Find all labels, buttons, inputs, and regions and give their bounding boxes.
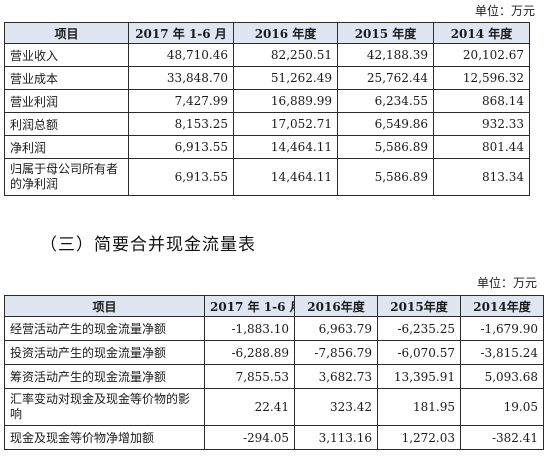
column-header-item: 项目 <box>4 295 205 317</box>
cell-value: 1,272.03 <box>377 425 461 450</box>
cell-value: 8,153.25 <box>128 112 234 136</box>
cell-value: 7,855.53 <box>204 364 295 389</box>
table-header-row: 项目 2017 年 1-6 月 2016 年度 2015 年度 2014 年度 <box>4 22 530 44</box>
table-row: 净利润 6,913.55 14,464.11 5,586.89 801.44 <box>4 135 530 159</box>
cell-value: 16,889.99 <box>233 89 338 113</box>
column-header-2017h1: 2017 年 1-6 月 <box>204 295 295 317</box>
table-row: 筹资活动产生的现金流量净额 7,855.53 3,682.73 13,395.9… <box>4 364 544 389</box>
cash-flow-table: 项目 2017 年 1-6 月 2016年度 2015年度 2014年度 经营活… <box>4 295 544 450</box>
row-label: 营业利润 <box>4 89 129 113</box>
cell-value: 5,586.89 <box>337 135 434 159</box>
cell-value: 20,102.67 <box>433 43 530 67</box>
cell-value: 14,464.11 <box>233 135 338 159</box>
cell-value: 7,427.99 <box>128 89 234 113</box>
cell-value: 19.05 <box>460 388 544 426</box>
cell-value: -382.41 <box>460 425 544 450</box>
cell-value: 6,913.55 <box>128 135 234 159</box>
cell-value: -1,883.10 <box>204 316 295 341</box>
cell-value: 13,395.91 <box>377 364 461 389</box>
cell-value: 323.42 <box>294 388 378 426</box>
row-label: 归属于母公司所有者的净利润 <box>4 158 129 196</box>
table-row: 营业利润 7,427.99 16,889.99 6,234.55 868.14 <box>4 89 530 113</box>
table-row: 归属于母公司所有者的净利润 6,913.55 14,464.11 5,586.8… <box>4 158 530 196</box>
table-row: 营业收入 48,710.46 82,250.51 42,188.39 20,10… <box>4 43 530 67</box>
row-label: 筹资活动产生的现金流量净额 <box>4 364 205 389</box>
cell-value: 33,848.70 <box>128 66 234 90</box>
cell-value: 3,113.16 <box>294 425 378 450</box>
cell-value: 14,464.11 <box>233 158 338 196</box>
cell-value: 25,762.44 <box>337 66 434 90</box>
row-label: 营业收入 <box>4 43 129 67</box>
table-row: 现金及现金等价物净增加额 -294.05 3,113.16 1,272.03 -… <box>4 425 544 450</box>
cell-value: 932.33 <box>433 112 530 136</box>
cell-value: 42,188.39 <box>337 43 434 67</box>
cell-value: 801.44 <box>433 135 530 159</box>
table-row: 经营活动产生的现金流量净额 -1,883.10 6,963.79 -6,235.… <box>4 316 544 341</box>
cell-value: 5,586.89 <box>337 158 434 196</box>
cell-value: -6,235.25 <box>377 316 461 341</box>
row-label: 现金及现金等价物净增加额 <box>4 425 205 450</box>
cell-value: -7,856.79 <box>294 340 378 365</box>
column-header-2014: 2014年度 <box>460 295 544 317</box>
cell-value: -6,070.57 <box>377 340 461 365</box>
cell-value: 181.95 <box>377 388 461 426</box>
section-title: （三）简要合并现金流量表 <box>40 235 256 255</box>
table-row: 汇率变动对现金及现金等价物的影响 22.41 323.42 181.95 19.… <box>4 388 544 426</box>
table-row: 营业成本 33,848.70 51,262.49 25,762.44 12,59… <box>4 66 530 90</box>
income-statement-table: 项目 2017 年 1-6 月 2016 年度 2015 年度 2014 年度 … <box>4 22 530 196</box>
unit-label: 单位：万元 <box>474 4 535 18</box>
column-header-2014: 2014 年度 <box>433 22 530 44</box>
cell-value: 6,234.55 <box>337 89 434 113</box>
cell-value: 868.14 <box>433 89 530 113</box>
column-header-2017h1: 2017 年 1-6 月 <box>128 22 234 44</box>
row-label: 利润总额 <box>4 112 129 136</box>
cell-value: 813.34 <box>433 158 530 196</box>
cell-value: 17,052.71 <box>233 112 338 136</box>
cell-value: 22.41 <box>204 388 295 426</box>
row-label: 汇率变动对现金及现金等价物的影响 <box>4 388 205 426</box>
row-label: 营业成本 <box>4 66 129 90</box>
table-row: 投资活动产生的现金流量净额 -6,288.89 -7,856.79 -6,070… <box>4 340 544 365</box>
cell-value: -294.05 <box>204 425 295 450</box>
column-header-2016: 2016年度 <box>294 295 378 317</box>
row-label: 净利润 <box>4 135 129 159</box>
column-header-2016: 2016 年度 <box>233 22 338 44</box>
cell-value: 82,250.51 <box>233 43 338 67</box>
cell-value: 5,093.68 <box>460 364 544 389</box>
cell-value: 6,913.55 <box>128 158 234 196</box>
column-header-2015: 2015 年度 <box>337 22 434 44</box>
row-label: 经营活动产生的现金流量净额 <box>4 316 205 341</box>
cell-value: 51,262.49 <box>233 66 338 90</box>
table-header-row: 项目 2017 年 1-6 月 2016年度 2015年度 2014年度 <box>4 295 544 317</box>
cell-value: 6,963.79 <box>294 316 378 341</box>
cell-value: 6,549.86 <box>337 112 434 136</box>
cell-value: -3,815.24 <box>460 340 544 365</box>
cell-value: 3,682.73 <box>294 364 378 389</box>
unit-label: 单位：万元 <box>476 276 537 290</box>
cell-value: 12,596.32 <box>433 66 530 90</box>
cell-value: -1,679.90 <box>460 316 544 341</box>
cell-value: 48,710.46 <box>128 43 234 67</box>
column-header-item: 项目 <box>4 22 129 44</box>
column-header-2015: 2015年度 <box>377 295 461 317</box>
row-label: 投资活动产生的现金流量净额 <box>4 340 205 365</box>
cell-value: -6,288.89 <box>204 340 295 365</box>
table-row: 利润总额 8,153.25 17,052.71 6,549.86 932.33 <box>4 112 530 136</box>
